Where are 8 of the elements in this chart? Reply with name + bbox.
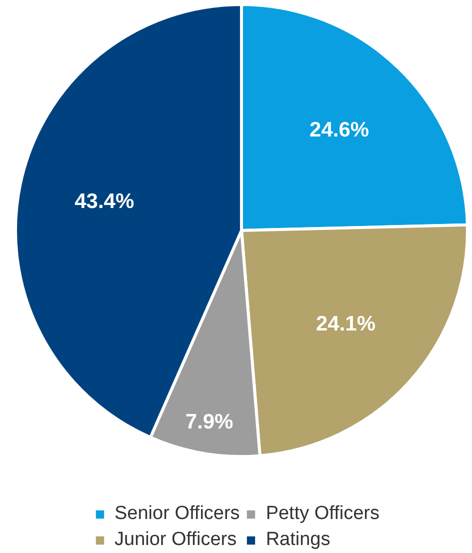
data-label: 24.1% — [316, 312, 376, 336]
data-label: 7.9% — [185, 410, 234, 434]
data-label: 24.6% — [310, 118, 370, 142]
data-label: 43.4% — [74, 190, 134, 214]
legend-label: Petty Officers — [266, 503, 380, 525]
legend-label: Senior Officers — [114, 503, 240, 525]
legend-label: Junior Officers — [114, 529, 237, 551]
legend-label: Ratings — [266, 529, 330, 551]
